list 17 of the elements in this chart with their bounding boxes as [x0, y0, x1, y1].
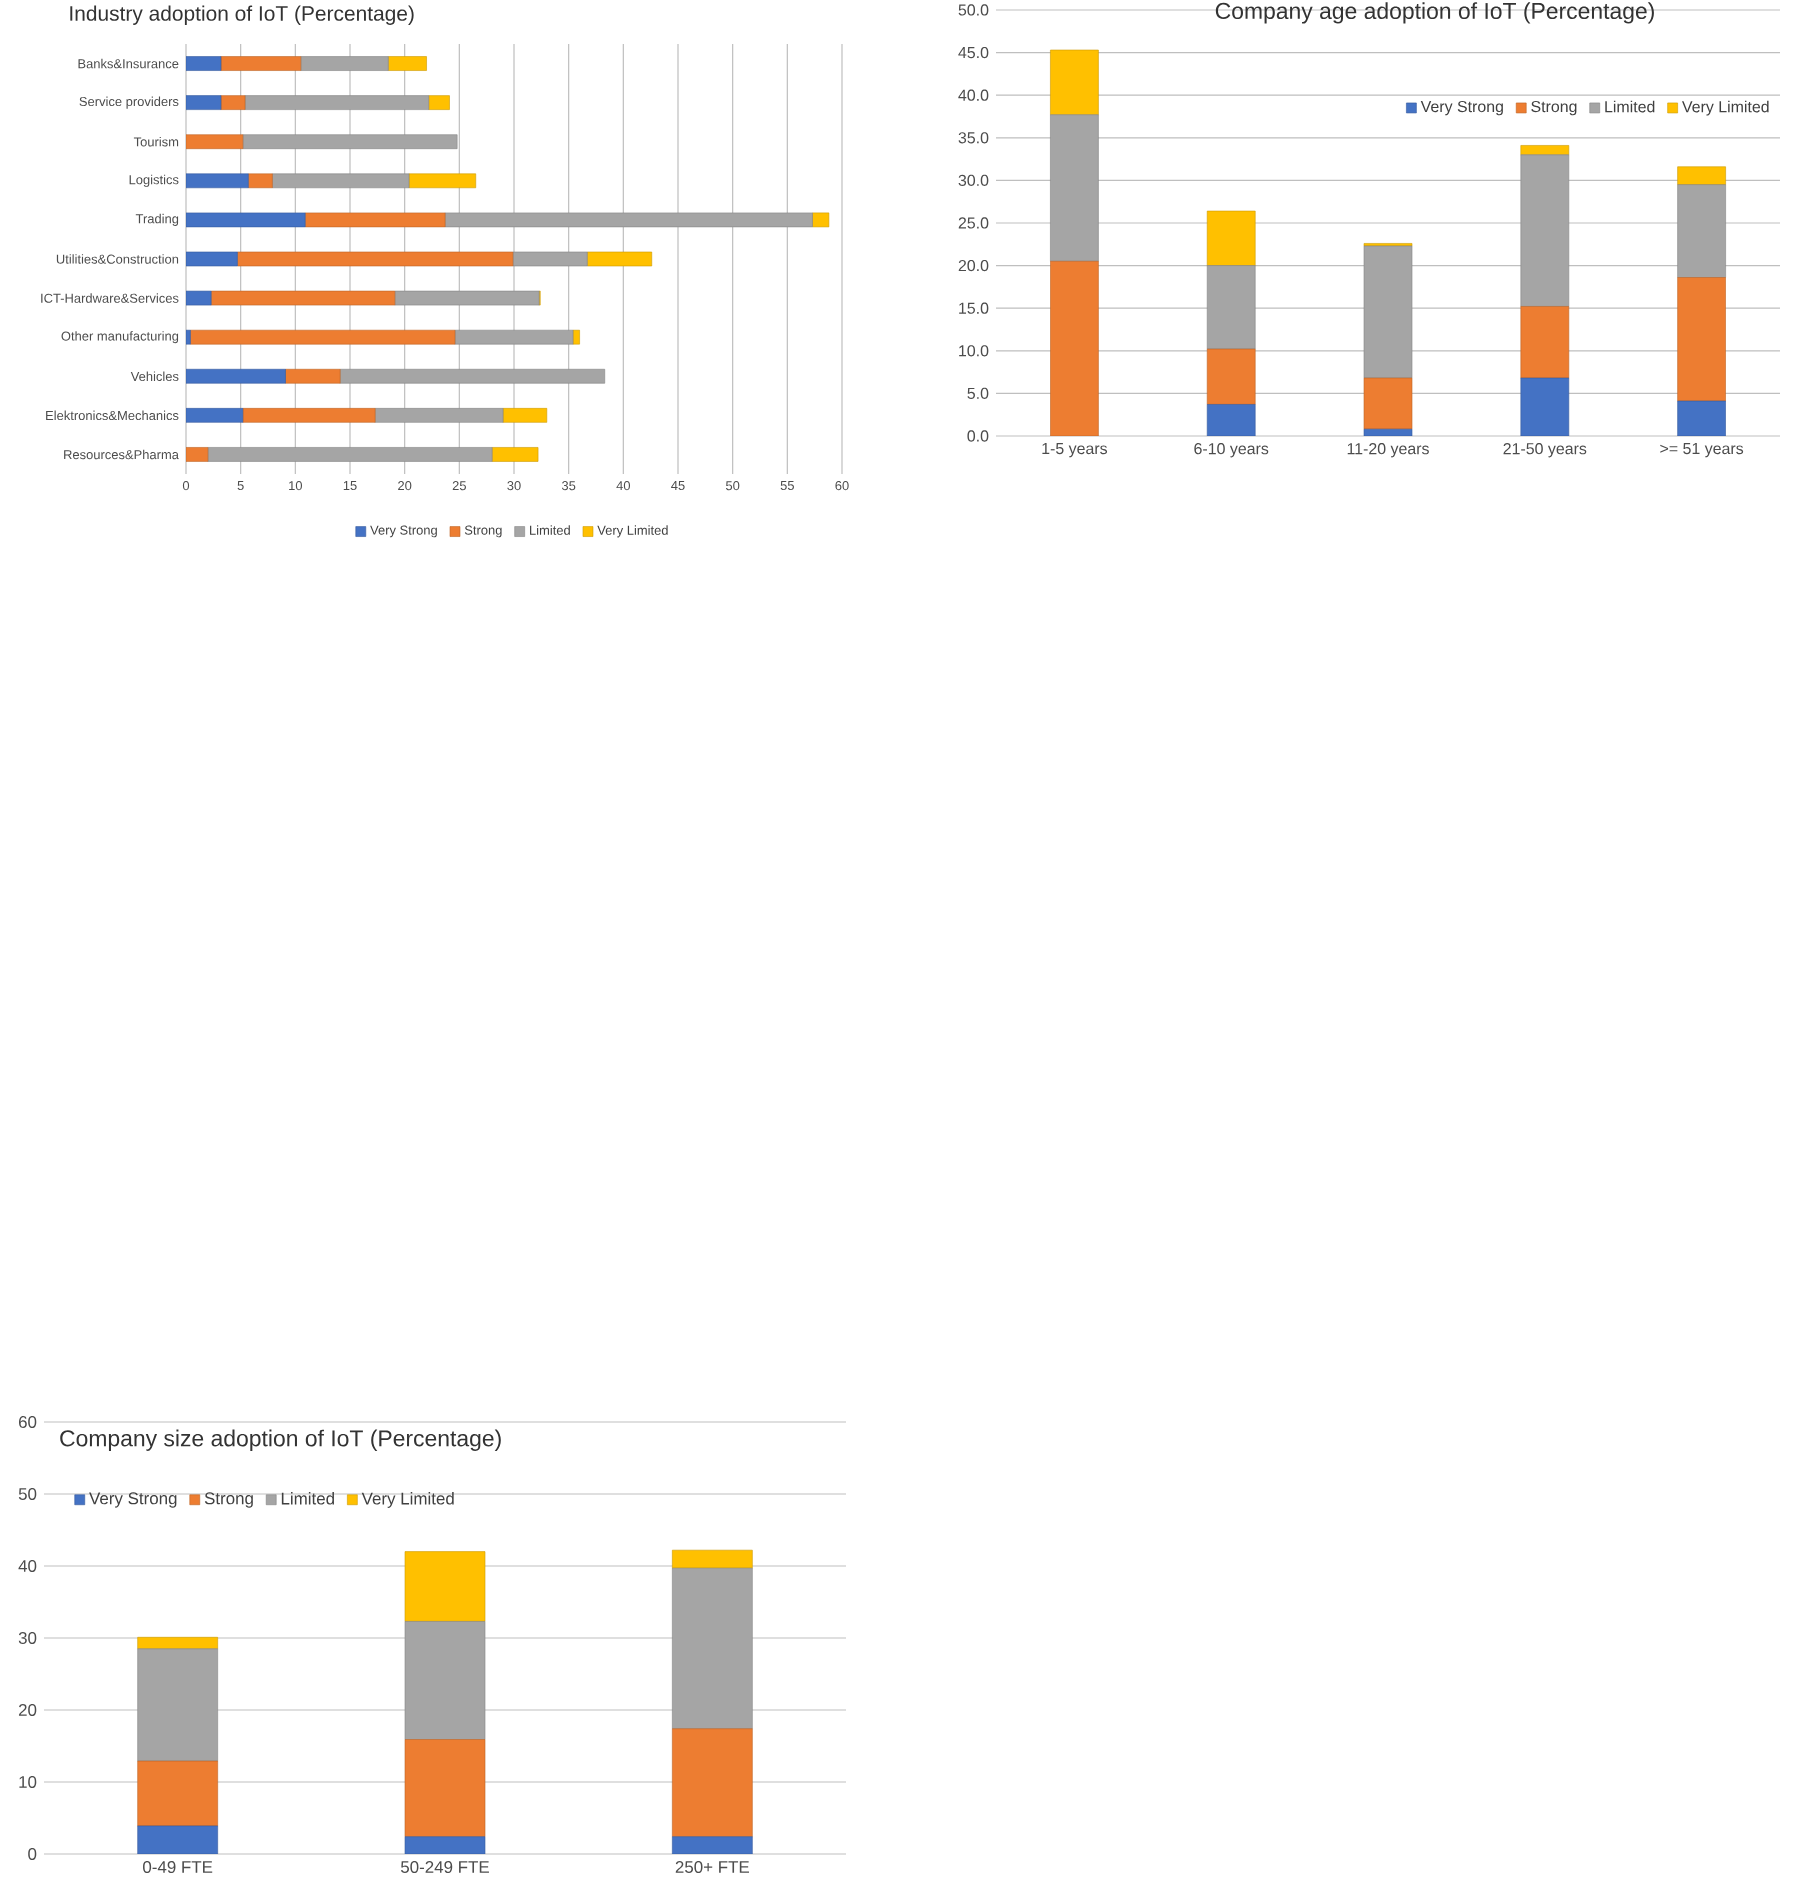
y-tick-label: 30 [18, 1632, 37, 1644]
y-tick-label: 0 [28, 1848, 37, 1860]
legend-label: Very Limited [361, 1492, 454, 1508]
y-tick-label: 10 [19, 1776, 37, 1788]
y-tick-label: 60 [19, 1416, 37, 1428]
y-tick-label: 50 [18, 1488, 37, 1500]
y-tick-label: 20 [18, 1704, 37, 1716]
legend-label: Strong [204, 1492, 253, 1508]
x-tick-label: 50-249 FTE [400, 1861, 489, 1874]
chart-title: Industry adoption of IoT (Percentage) [70, 5, 414, 25]
legend-label: Very Strong [89, 1492, 177, 1508]
x-tick-label: 250+ FTE [675, 1861, 750, 1874]
x-tick-label: 0-49 FTE [143, 1861, 213, 1874]
legend-label: Limited [281, 1492, 334, 1505]
chart-title: Company size adoption of IoT (Percentage) [60, 1429, 501, 1451]
y-tick-label: 40 [18, 1560, 37, 1572]
chart-title: Company age adoption of IoT (Percentage) [1215, 2, 1654, 24]
